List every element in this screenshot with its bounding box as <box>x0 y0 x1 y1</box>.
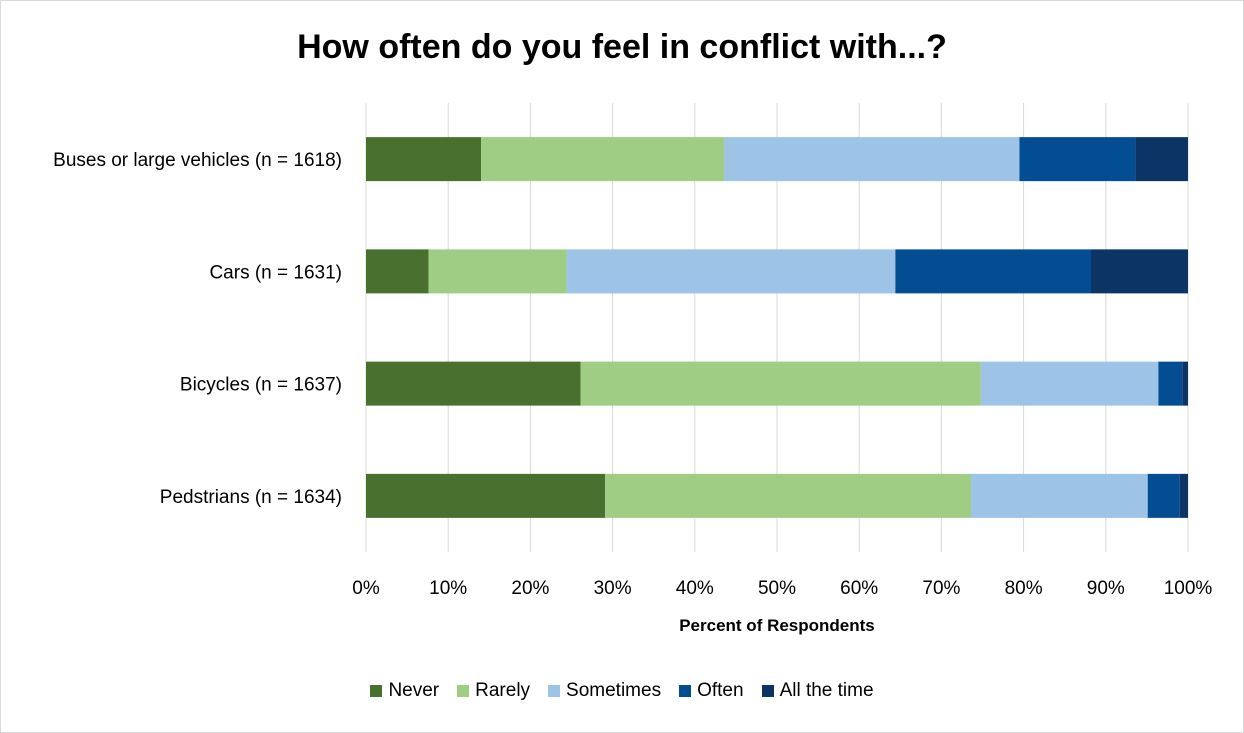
bar-segment <box>428 249 567 294</box>
x-tick-label: 90% <box>1087 578 1125 599</box>
x-tick-label: 30% <box>594 578 632 599</box>
chart-title: How often do you feel in conflict with..… <box>297 28 947 66</box>
x-tick-label: 100% <box>1164 578 1213 599</box>
legend-item: Rarely <box>457 680 530 702</box>
bar-segment <box>1091 249 1188 294</box>
legend-label: Rarely <box>475 680 531 701</box>
y-category-label: Cars (n = 1631) <box>209 262 342 283</box>
legend-item: Often <box>679 680 744 702</box>
y-category-label: Buses or large vehicles (n = 1618) <box>53 150 342 171</box>
chart-legend: Never Rarely Sometimes Often All the time <box>0 680 1244 702</box>
x-tick-label: 40% <box>676 578 714 599</box>
legend-swatch <box>370 685 383 697</box>
bar-segment <box>1182 361 1188 406</box>
bar-segment <box>1135 137 1188 182</box>
legend-item: Never <box>370 680 439 702</box>
x-tick-label: 60% <box>840 578 878 599</box>
y-category-label: Bicycles (n = 1637) <box>180 375 342 396</box>
x-tick-label: 20% <box>511 578 549 599</box>
bar-segment <box>1147 473 1180 518</box>
legend-label: Often <box>697 680 744 701</box>
bar-segment <box>481 137 725 182</box>
bar-segment <box>895 249 1092 294</box>
bar-segment <box>366 473 606 518</box>
x-tick-label: 50% <box>758 578 796 599</box>
x-tick-label: 70% <box>922 578 960 599</box>
legend-label: Sometimes <box>566 680 662 701</box>
bar-segment <box>1158 361 1183 406</box>
legend-item: Sometimes <box>548 680 661 702</box>
bar-segment <box>970 473 1148 518</box>
legend-swatch <box>457 685 470 697</box>
x-tick-label: 10% <box>429 578 467 599</box>
bar-segment <box>580 361 981 406</box>
legend-swatch <box>548 685 561 697</box>
bar-segment <box>605 473 971 518</box>
x-tick-label: 80% <box>1005 578 1043 599</box>
bar-segment <box>366 249 429 294</box>
legend-swatch <box>761 685 774 697</box>
legend-item: All the time <box>761 680 874 702</box>
bar-segment <box>980 361 1159 406</box>
bar-segment <box>724 137 1020 182</box>
x-tick-label: 0% <box>352 578 380 599</box>
legend-label: All the time <box>779 680 874 701</box>
bar-segment <box>366 361 581 406</box>
bar-segment <box>1179 473 1188 518</box>
bar-segment <box>1019 137 1136 182</box>
y-category-label: Pedstrians (n = 1634) <box>160 487 342 508</box>
legend-label: Never <box>388 680 440 701</box>
bar-segment <box>366 137 482 182</box>
x-axis-label: Percent of Respondents <box>679 616 875 635</box>
legend-swatch <box>679 685 692 697</box>
bar-segment <box>566 249 896 294</box>
